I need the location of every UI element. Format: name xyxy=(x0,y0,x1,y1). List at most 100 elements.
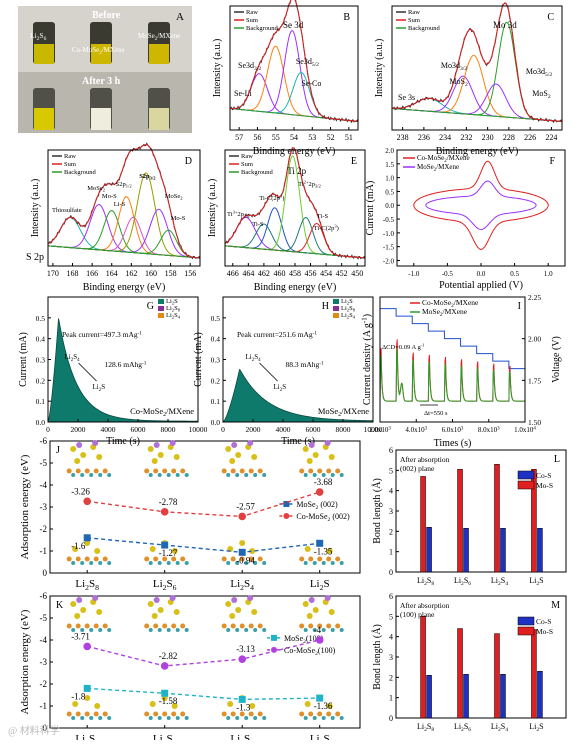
x-tick-label: Li2S8 xyxy=(75,733,99,740)
x-tick-label: 156 xyxy=(184,269,196,278)
selenium-atom xyxy=(144,556,150,562)
legend-label: Background xyxy=(408,25,441,32)
panel-m: 0 1 2 3 4 5 6 Li2S8 Li2S6 Li2S4 Li2S Bond length (Å… xyxy=(371,592,567,733)
vial-liquid xyxy=(149,108,169,130)
selenium-atom xyxy=(221,468,227,474)
panel-letter: G xyxy=(147,301,154,312)
metal-atom xyxy=(80,716,85,720)
selenium-atom xyxy=(248,556,254,562)
metal-atom xyxy=(262,561,267,565)
y-tick-label: -0.5 xyxy=(383,216,395,224)
plot-title-line2: (100) plane xyxy=(400,610,435,619)
metal-atom xyxy=(157,473,162,477)
lithium-atom xyxy=(324,595,331,601)
x-tick-label: 4.0x103 xyxy=(405,426,427,434)
x-tick-label: 8000 xyxy=(336,425,351,434)
sulfur-atom xyxy=(72,701,79,707)
data-label: -1.35 xyxy=(314,546,333,556)
metal-atom xyxy=(312,561,317,565)
lithium-atom xyxy=(92,595,99,601)
selenium-atom xyxy=(93,556,99,562)
cv-curve xyxy=(425,180,537,231)
panel-letter: I xyxy=(518,301,521,312)
y-tick-label: 0 xyxy=(389,568,393,577)
y-tick-label: -6 xyxy=(40,436,48,446)
selenium-atom xyxy=(75,623,81,629)
metal-atom xyxy=(166,561,171,565)
x-tick-label: 0.0 xyxy=(477,270,486,278)
metal-atom xyxy=(175,628,180,632)
metal-atom xyxy=(321,561,326,565)
y-tick-label: 0.1 xyxy=(36,397,46,406)
series-line xyxy=(87,537,320,554)
data-label: -2.78 xyxy=(159,497,178,507)
y-tick-label: -1.0 xyxy=(383,230,395,238)
metal-atom xyxy=(98,628,103,632)
metal-atom xyxy=(312,628,317,632)
y2-tick-label: 1.50 xyxy=(528,418,541,427)
peak-label-se3s: Se 3s xyxy=(398,93,415,102)
metal-atom xyxy=(80,628,85,632)
sulfur-atom xyxy=(328,454,335,460)
peak-label-mos2: MoS2 xyxy=(532,89,551,100)
selenium-atom xyxy=(308,711,314,717)
sulfur-atom xyxy=(72,546,79,552)
legend-label: Sum xyxy=(241,161,253,168)
sulfur-atom xyxy=(147,446,154,452)
peak-label-ti-s: Ti-S xyxy=(252,221,264,228)
data-point xyxy=(315,636,324,644)
vial-label-mose2: MoSe2/MXene xyxy=(138,32,180,42)
selenium-atom xyxy=(66,468,72,474)
metal-atom xyxy=(166,473,171,477)
metal-atom xyxy=(262,628,267,632)
peak-label-thiosulfate: Thiosulfate xyxy=(52,207,82,214)
sulfur-atom xyxy=(312,607,319,613)
selenium-atom xyxy=(171,556,177,562)
x-axis-label: Binding energy (eV) xyxy=(253,146,336,157)
selenium-atom xyxy=(221,623,227,629)
data-point xyxy=(238,512,246,521)
y-tick-label: 1 xyxy=(389,694,393,703)
voltage-line xyxy=(380,308,525,370)
sulfur-atom xyxy=(304,546,311,552)
bar-mo-s xyxy=(457,469,463,573)
peak-label-mose2: MoSe2 xyxy=(87,185,106,193)
x-tick-label: 57 xyxy=(235,133,243,142)
peak-label-mose2: MoSe2 xyxy=(165,193,184,201)
y-tick-label: -4 xyxy=(40,635,48,645)
data-point xyxy=(238,655,246,663)
x-tick-label: 236 xyxy=(418,133,430,142)
x-tick-label: 2.0x103 xyxy=(369,426,391,434)
vial-label-co-mose2: Co-MoSe2/MXene xyxy=(72,46,125,56)
metal-atom xyxy=(262,473,267,477)
metal-atom xyxy=(339,473,344,477)
metal-atom xyxy=(330,628,335,632)
selenium-atom xyxy=(308,468,314,474)
selenium-atom xyxy=(162,711,168,717)
selenium-atom xyxy=(335,623,341,629)
panel-f: -1.0 -0.5 0.0 0.5 1.0 -2.0 -1.5 -1.0 -0.5 0.0 0.5 1… xyxy=(365,147,566,291)
bar-mo-s xyxy=(531,629,537,719)
metal-atom xyxy=(253,628,258,632)
metal-atom xyxy=(262,716,267,720)
y-tick-label: 1 xyxy=(389,548,393,557)
metal-atom xyxy=(80,561,85,565)
lithium-atom xyxy=(247,440,254,446)
sulfur-atom xyxy=(173,609,180,615)
x-tick-label: 230 xyxy=(482,133,494,142)
x-tick-label: 4000 xyxy=(101,425,116,434)
y-tick-label: -2 xyxy=(40,524,48,534)
y-tick-label: 1.5 xyxy=(385,161,394,169)
x-tick-label: Li2S xyxy=(310,578,330,592)
sulfur-atom xyxy=(251,454,258,460)
selenium-atom xyxy=(317,711,323,717)
peak-label-mos2: MoS2 xyxy=(449,77,468,88)
metal-atom xyxy=(321,628,326,632)
legend-label: Co-MoSe2/MXene xyxy=(417,154,470,164)
x-tick-label: 2000 xyxy=(71,425,86,434)
panel-letter: H xyxy=(322,301,329,312)
selenium-atom xyxy=(93,468,99,474)
selenium-atom xyxy=(308,556,314,562)
panel-letter: C xyxy=(547,12,554,23)
sulfur-atom xyxy=(306,458,313,464)
